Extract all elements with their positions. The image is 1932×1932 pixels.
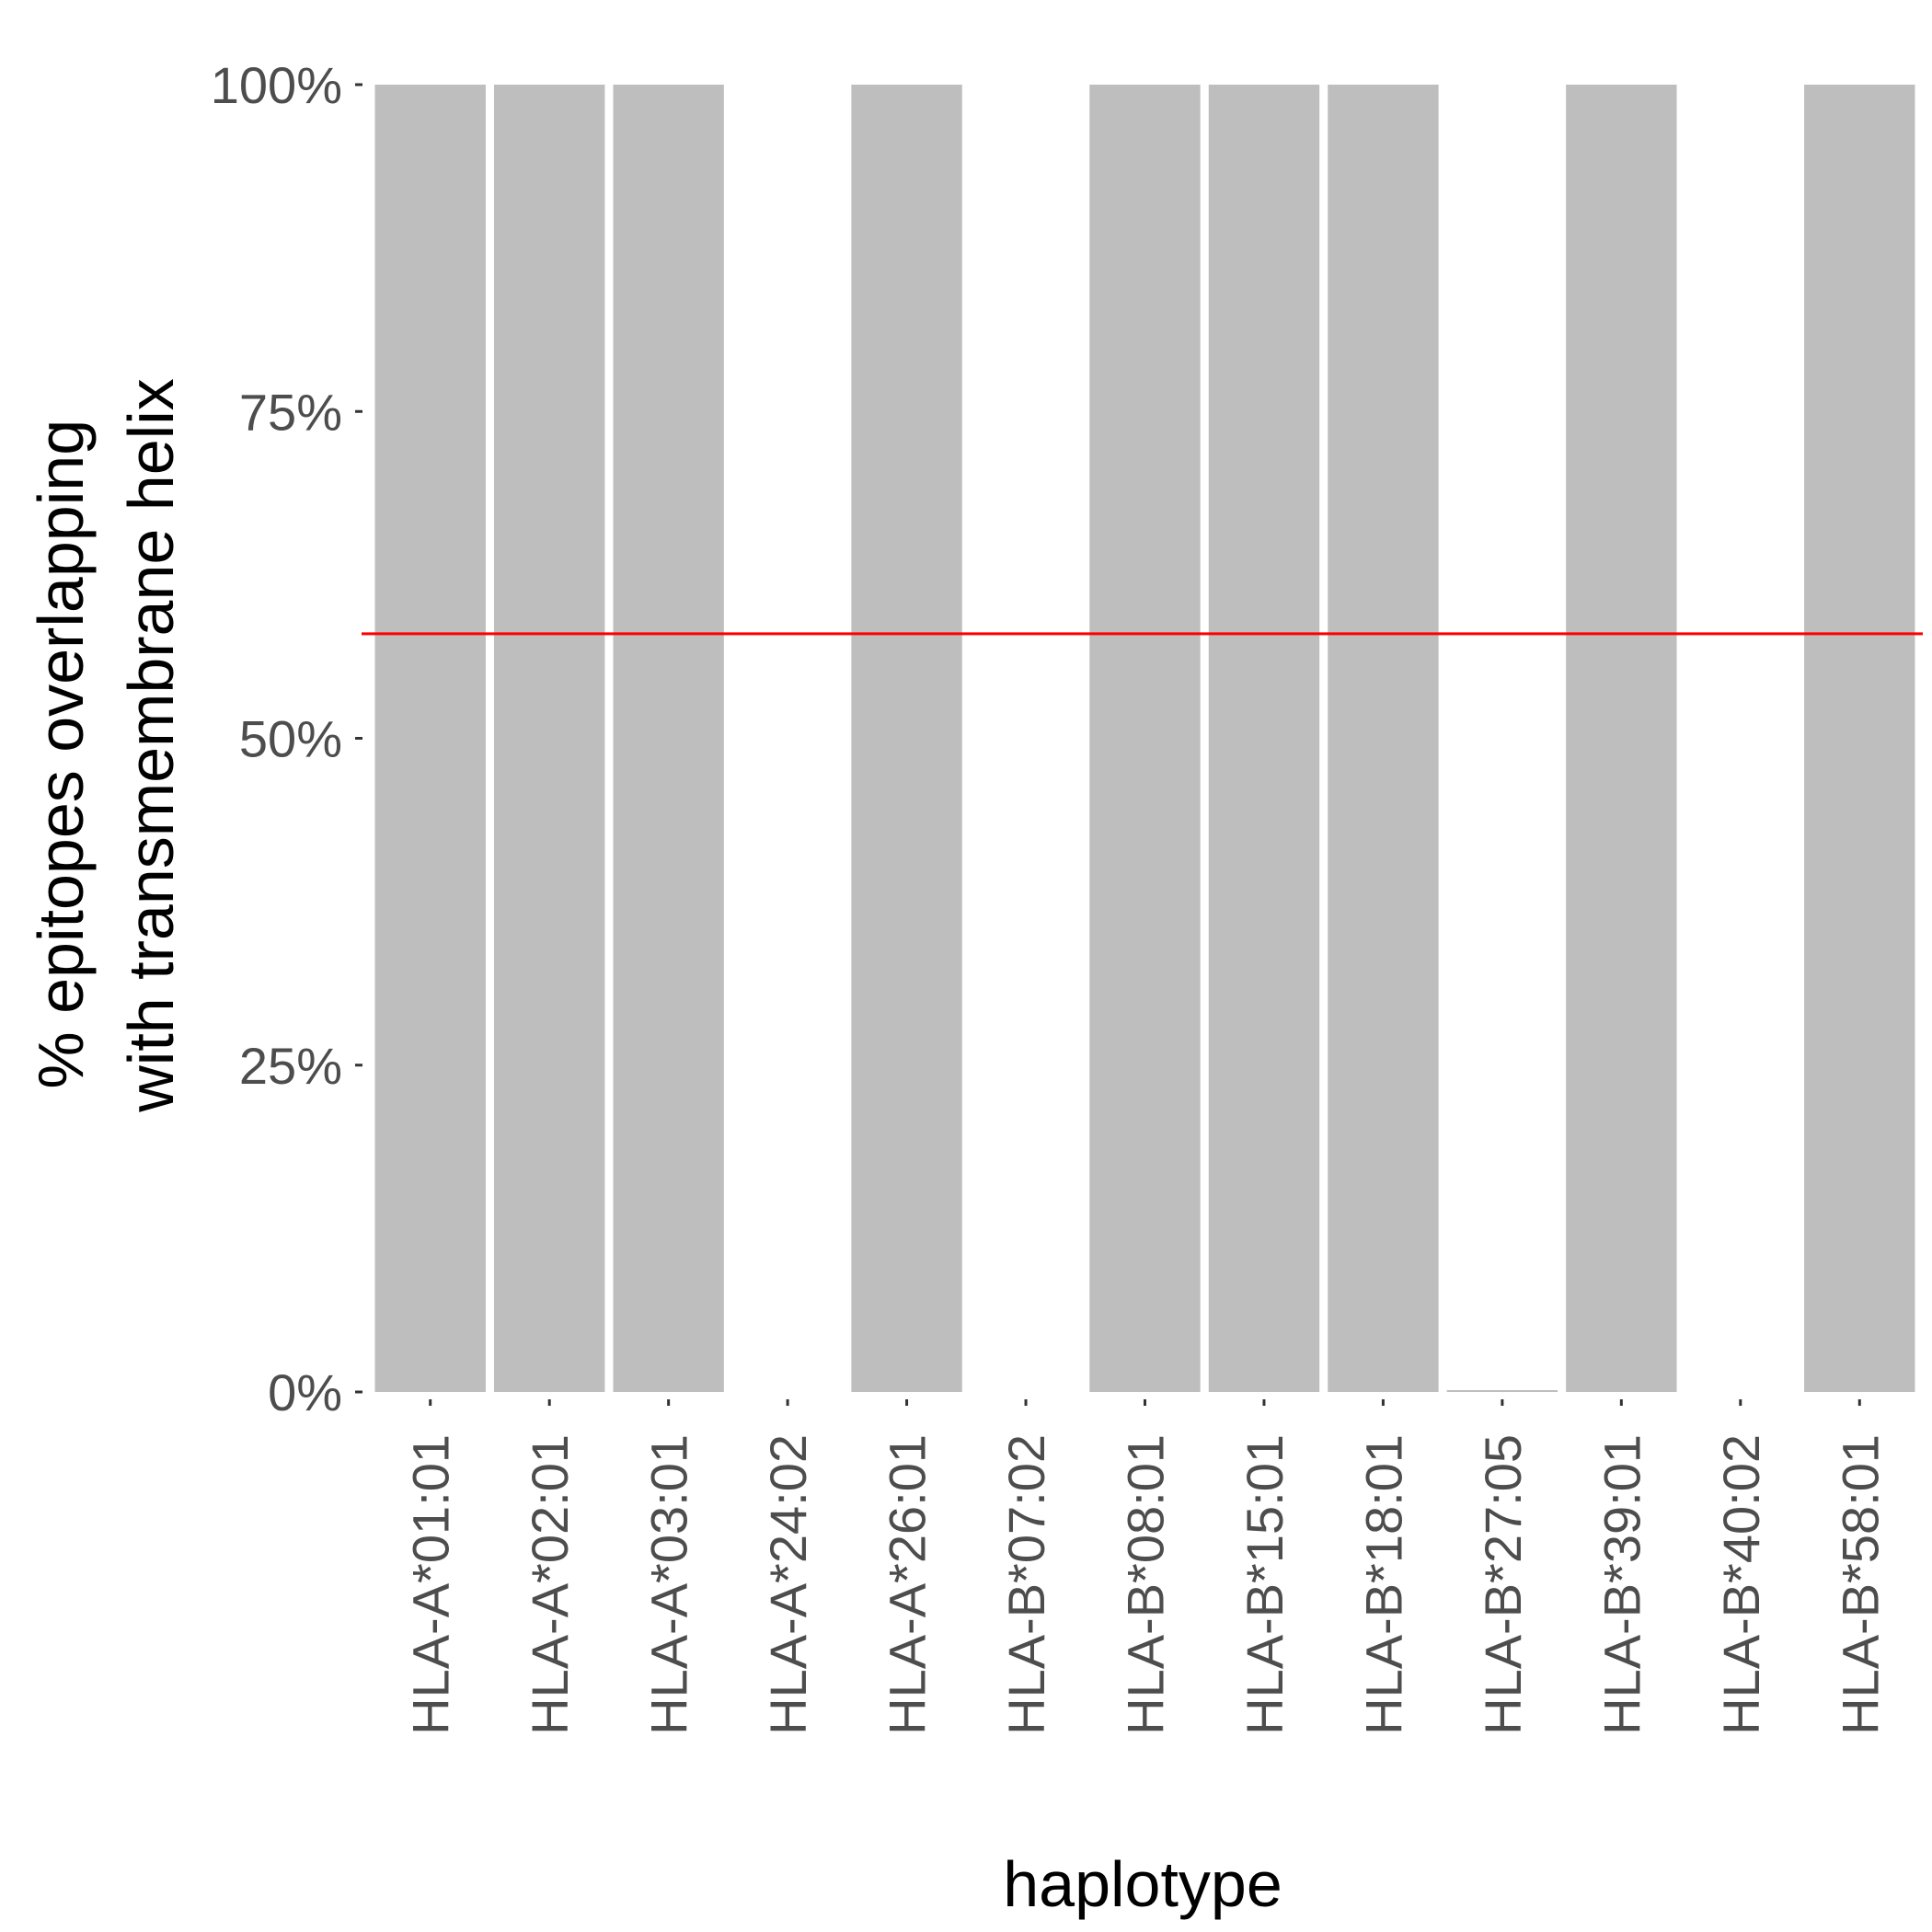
- bar-hla-a-02-01: [493, 85, 605, 1392]
- y-axis-title-line-1: % epitopes overlapping: [25, 420, 97, 1089]
- y-tick-label: 25%: [239, 1037, 342, 1095]
- x-tick-label: HLA-B*07:02: [997, 1434, 1055, 1735]
- y-tick-label: 0%: [268, 1363, 342, 1421]
- bar-hla-b-15-01: [1208, 85, 1320, 1392]
- x-tick-label: HLA-B*40:02: [1712, 1434, 1770, 1735]
- x-tick-label: HLA-A*01:01: [402, 1434, 460, 1735]
- x-axis-title: haplotype: [1003, 1848, 1282, 1920]
- x-tick-label: HLA-A*26:01: [879, 1434, 937, 1735]
- bar-hla-a-26-01: [851, 85, 962, 1392]
- bar-hla-b-08-01: [1089, 85, 1201, 1392]
- x-tick-label: HLA-B*15:01: [1236, 1434, 1294, 1735]
- bar-hla-a-03-01: [613, 85, 724, 1392]
- bar-hla-b-27-05: [1446, 1390, 1558, 1392]
- y-tick-label: 50%: [239, 710, 342, 768]
- y-tick-label: 100%: [211, 56, 342, 114]
- y-tick-label: 75%: [239, 383, 342, 441]
- y-axis-title-line-2: with transmembrane helix: [115, 378, 187, 1113]
- bar-hla-a-01-01: [374, 85, 486, 1392]
- x-tick-label: HLA-A*24:02: [759, 1434, 817, 1735]
- x-tick-label: HLA-B*39:01: [1593, 1434, 1650, 1735]
- bars-layer: [374, 85, 1915, 1392]
- bar-hla-b-18-01: [1328, 85, 1439, 1392]
- x-axis: HLA-A*01:01 HLA-A*02:01 HLA-A*03:01 HLA-A*2…: [402, 1399, 1889, 1735]
- x-tick-label: HLA-A*03:01: [640, 1434, 698, 1735]
- y-axis-title: % epitopes overlapping with transmembran…: [25, 378, 187, 1113]
- x-tick-label: HLA-B*08:01: [1117, 1434, 1175, 1735]
- x-tick-label: HLA-B*58:01: [1831, 1434, 1889, 1735]
- x-tick-label: HLA-B*27:05: [1474, 1434, 1532, 1735]
- x-tick-label: HLA-B*18:01: [1354, 1434, 1412, 1735]
- bar-hla-b-58-01: [1804, 85, 1915, 1392]
- bar-hla-b-39-01: [1566, 85, 1677, 1392]
- y-axis: 0% 25% 50% 75% 100%: [211, 56, 362, 1421]
- x-tick-label: HLA-A*02:01: [521, 1434, 579, 1735]
